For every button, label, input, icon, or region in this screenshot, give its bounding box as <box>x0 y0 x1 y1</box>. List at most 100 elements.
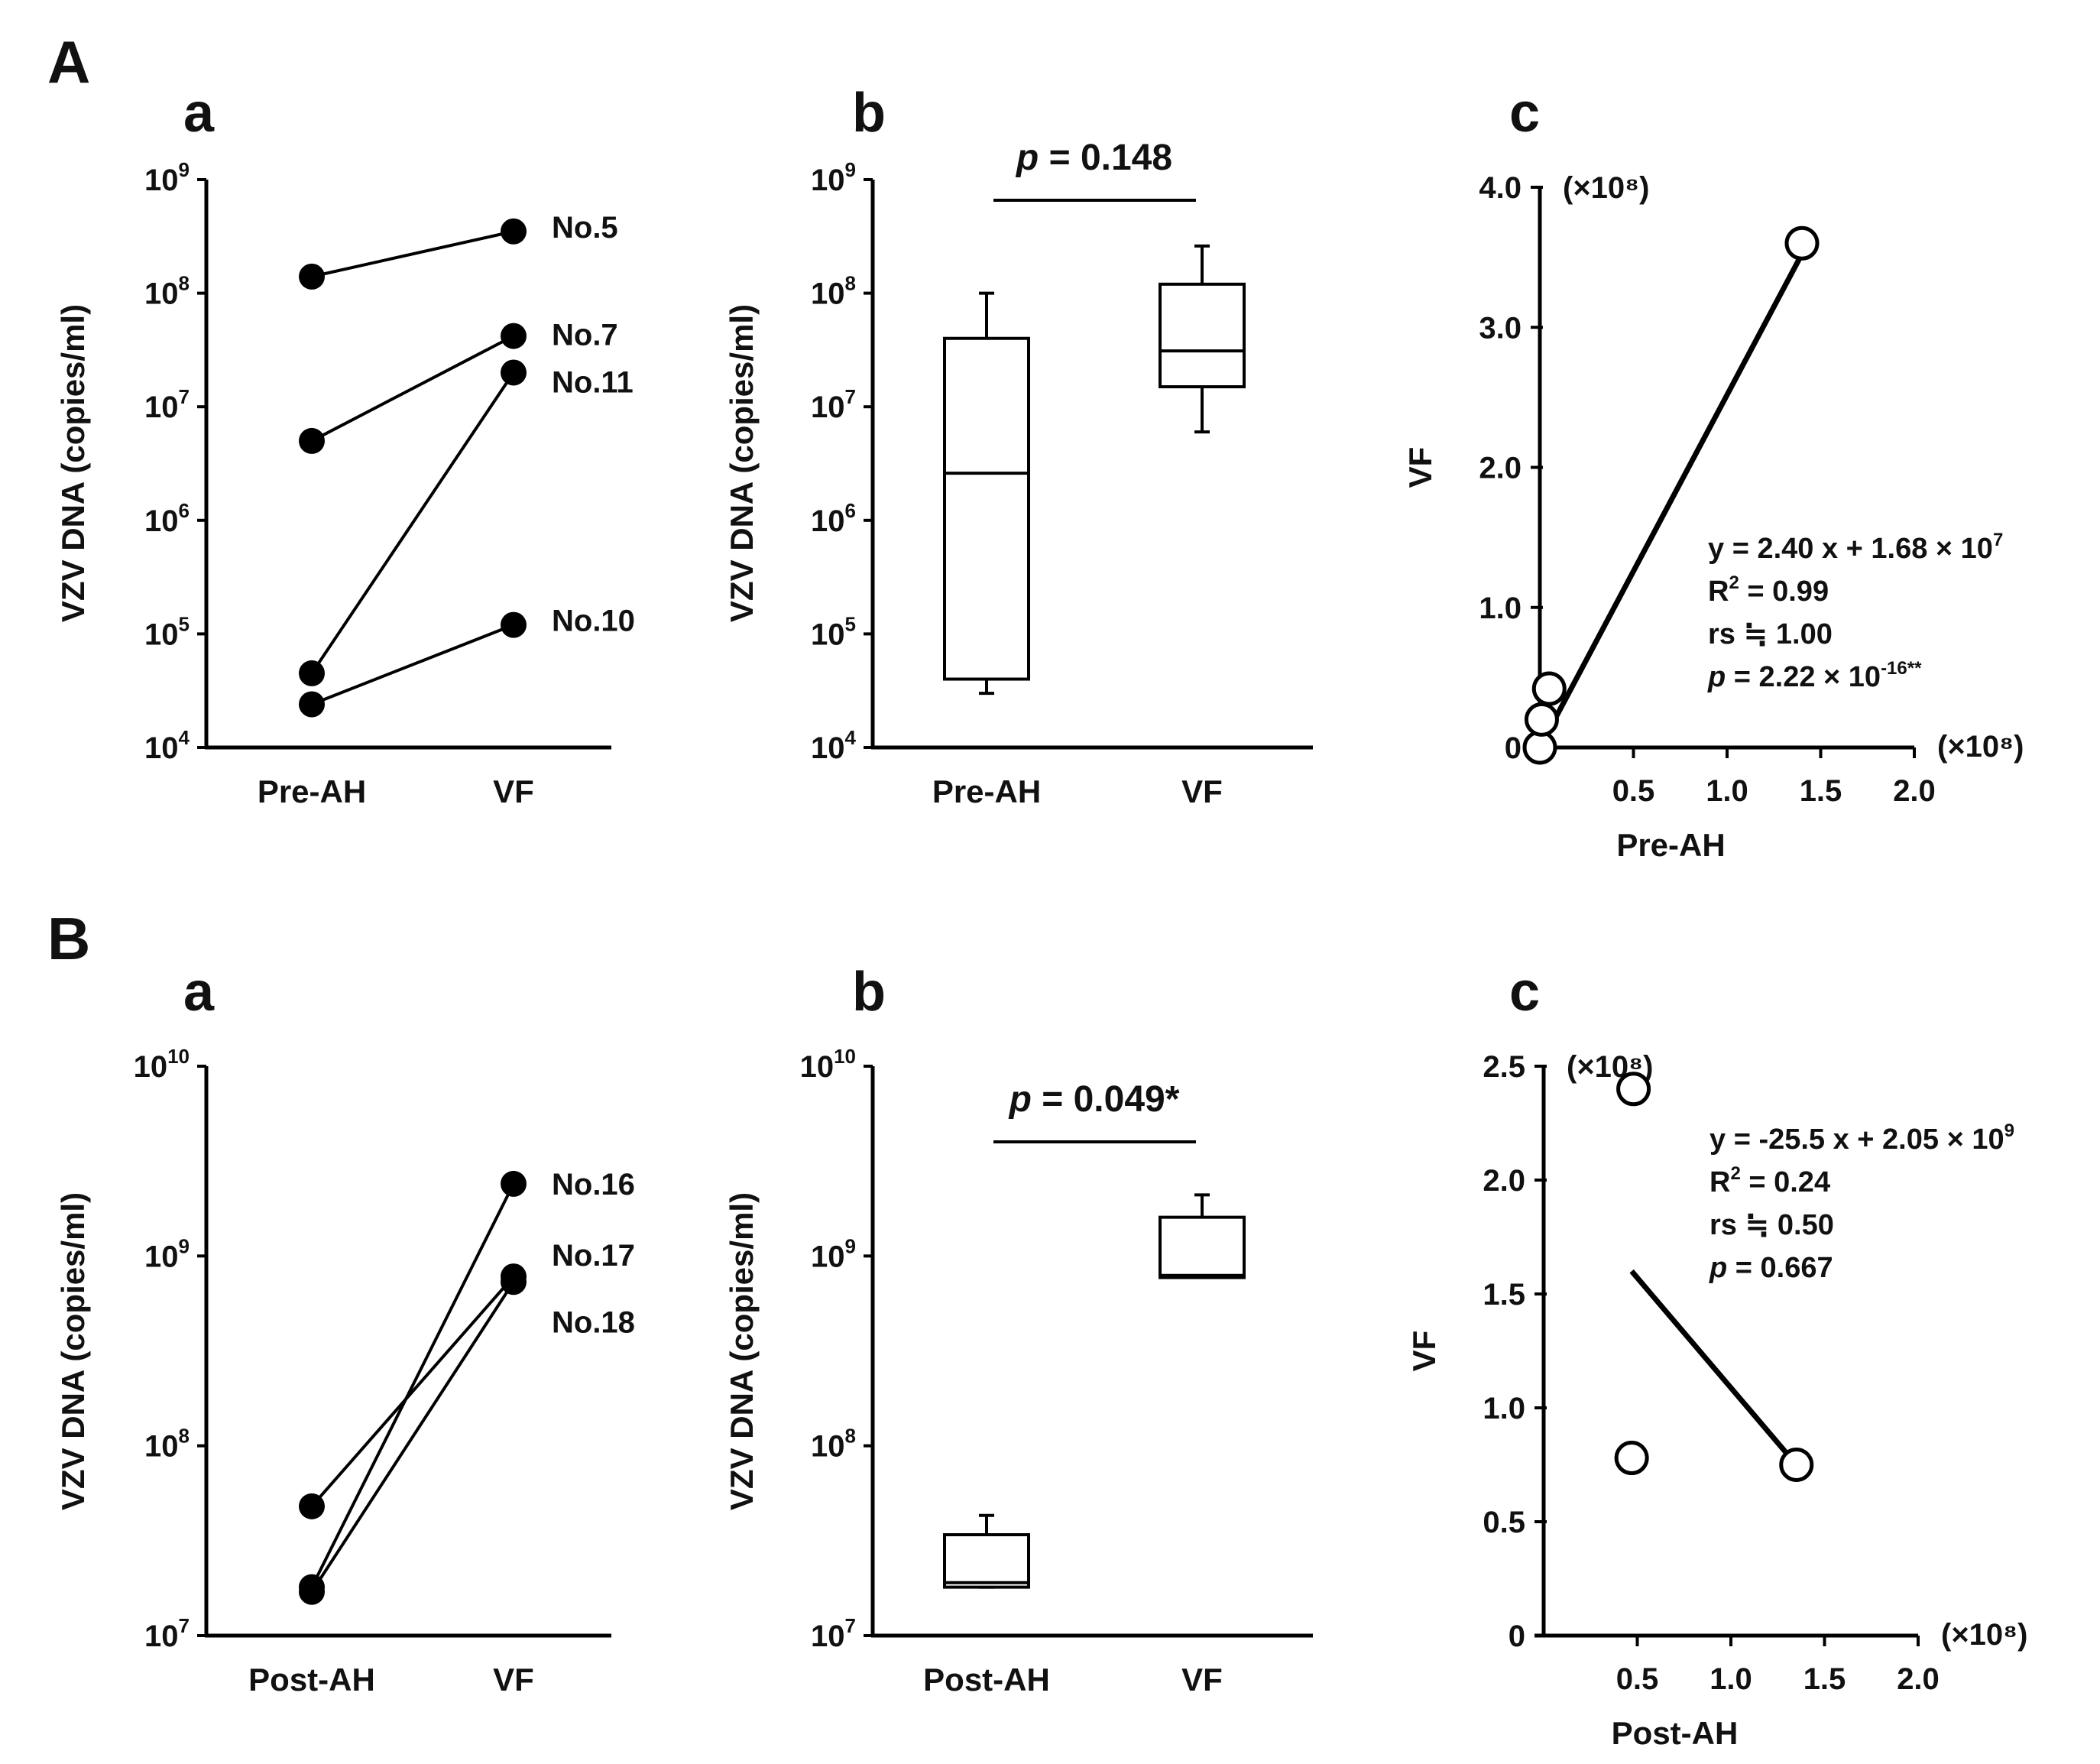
panel-label-b-c: c <box>1509 961 1540 1023</box>
data-point <box>299 1493 325 1519</box>
box-vf <box>1159 282 1246 389</box>
panel-label-b-a: a <box>183 961 215 1023</box>
series-label: No.7 <box>552 319 618 352</box>
data-point <box>501 1269 527 1295</box>
y-tick-label: 107 <box>144 1614 190 1653</box>
y-tick-label: 107 <box>811 385 856 424</box>
y-tick-label: 2.5 <box>1483 1050 1525 1084</box>
chart-a-c: c01.02.03.04.00.5 1.0 1.5 2.0(×10⁸)(×10⁸)Pr… <box>1402 83 2024 863</box>
series-line-no18 <box>310 1281 515 1593</box>
x-tick-label: VF <box>493 1662 534 1698</box>
p-value-label: p = 0.148 <box>1015 138 1172 178</box>
stats-line-3: rs ≒ 1.00 <box>1708 618 1833 650</box>
x-tick-label: 1.5 <box>1803 1662 1846 1696</box>
y-tick-label: 1.0 <box>1479 592 1522 625</box>
stats-line-3: rs ≒ 0.50 <box>1709 1209 1834 1241</box>
y-axis-label: VZV DNA (copies/ml) <box>55 304 91 622</box>
y-axis-label: VF <box>1402 447 1438 488</box>
stats-line-4: p = 0.667 <box>1709 1252 1833 1284</box>
series-label: No.17 <box>552 1239 635 1273</box>
series-label: No.16 <box>552 1168 635 1201</box>
y-tick-label: 108 <box>811 272 856 311</box>
data-point <box>1531 671 1567 706</box>
chart-a-a: a 104 105 106 107 108 109 VZV DNA (copies/ml) Pr… <box>55 83 635 809</box>
y-tick-label: 108 <box>144 1425 190 1464</box>
panel-label-b-b: b <box>852 961 886 1023</box>
x-axis-label: Pre-AH <box>1616 827 1725 863</box>
data-point <box>1614 1441 1649 1476</box>
y-tick-label: 1010 <box>800 1045 856 1084</box>
x-tick-label: VF <box>493 773 534 809</box>
data-point <box>299 1578 325 1605</box>
series-line-no7 <box>311 334 514 443</box>
y-axis-label: VZV DNA (copies/ml) <box>724 304 760 622</box>
data-point <box>1524 702 1559 737</box>
series-line-no17 <box>310 1275 515 1508</box>
y-tick-label: 1.5 <box>1483 1278 1525 1312</box>
y-axis-label: VZV DNA (copies/ml) <box>724 1192 760 1510</box>
x-tick-label: Pre-AH <box>932 773 1041 809</box>
data-point <box>1616 1072 1651 1107</box>
series-label: No.11 <box>552 365 634 399</box>
x-tick-label: VF <box>1181 1662 1223 1698</box>
y-tick-label: 2.0 <box>1483 1164 1525 1198</box>
y-tick-label: 0 <box>1509 1620 1525 1653</box>
data-point <box>1522 730 1557 765</box>
x-tick-label: 2.0 <box>1897 1662 1940 1696</box>
y-axis-label: VF <box>1406 1331 1442 1372</box>
x-tick-label: Post-AH <box>248 1662 375 1698</box>
data-point <box>501 359 527 386</box>
box-pre-ah <box>943 336 1030 681</box>
x-unit-label: (×10⁸) <box>1941 1618 2027 1652</box>
x-axis-label: Post-AH <box>1612 1715 1739 1751</box>
series-line-no11 <box>310 371 515 675</box>
data-point <box>501 611 527 638</box>
y-axis-label: VZV DNA (copies/ml) <box>55 1192 91 1510</box>
section-label-a: A <box>47 28 90 96</box>
data-point <box>299 427 325 454</box>
stats-line-1: y = -25.5 x + 2.05 × 109 <box>1709 1120 2014 1156</box>
x-tick-label: 0.5 <box>1612 774 1655 808</box>
chart-b-b: b 107 108 109 1010 VZV DNA (copies/ml) Post-AH… <box>724 961 1313 1698</box>
series-line-no5 <box>311 229 514 278</box>
stats-line-1: y = 2.40 x + 1.68 × 107 <box>1708 530 2003 565</box>
series-line-no16 <box>310 1183 515 1588</box>
regression-line <box>1629 1269 1799 1467</box>
data-point <box>1784 225 1820 261</box>
box-vf <box>1159 1215 1246 1279</box>
y-tick-label: 2.0 <box>1479 452 1522 485</box>
x-tick-label: VF <box>1181 773 1223 809</box>
y-unit-label: (×10⁸) <box>1563 171 1649 205</box>
y-tick-label: 0 <box>1505 731 1522 765</box>
data-point <box>501 218 527 245</box>
panel-label-a-c: c <box>1509 83 1540 144</box>
data-point <box>299 660 325 686</box>
y-tick-label: 109 <box>144 158 190 197</box>
panel-label-a-a: a <box>183 83 215 144</box>
series-label: No.10 <box>552 605 635 638</box>
regression-line <box>1537 242 1810 749</box>
p-value-label: p = 0.049* <box>1008 1079 1180 1120</box>
data-point <box>501 1170 527 1197</box>
y-tick-label: 106 <box>811 499 856 538</box>
x-tick-label: 1.5 <box>1800 774 1842 808</box>
y-tick-label: 3.0 <box>1479 311 1522 345</box>
data-point <box>299 691 325 718</box>
x-unit-label: (×10⁸) <box>1937 730 2024 764</box>
y-tick-label: 105 <box>144 612 190 651</box>
x-tick-label: 1.0 <box>1709 1662 1752 1696</box>
y-tick-label: 104 <box>811 726 857 765</box>
y-tick-label: 109 <box>811 158 856 197</box>
y-tick-label: 105 <box>811 612 856 651</box>
y-tick-label: 109 <box>144 1234 190 1273</box>
x-tick-label: Pre-AH <box>258 773 366 809</box>
y-tick-label: 4.0 <box>1479 171 1522 205</box>
stats-line-4: p = 2.22 × 10-16** <box>1707 658 1922 693</box>
x-tick-label: Post-AH <box>923 1662 1050 1698</box>
y-tick-label: 107 <box>144 385 190 424</box>
x-tick-label: 2.0 <box>1893 774 1936 808</box>
y-tick-label: 108 <box>144 272 190 311</box>
stats-line-2: R2 = 0.99 <box>1708 572 1829 608</box>
box-post-ah <box>943 1533 1030 1589</box>
